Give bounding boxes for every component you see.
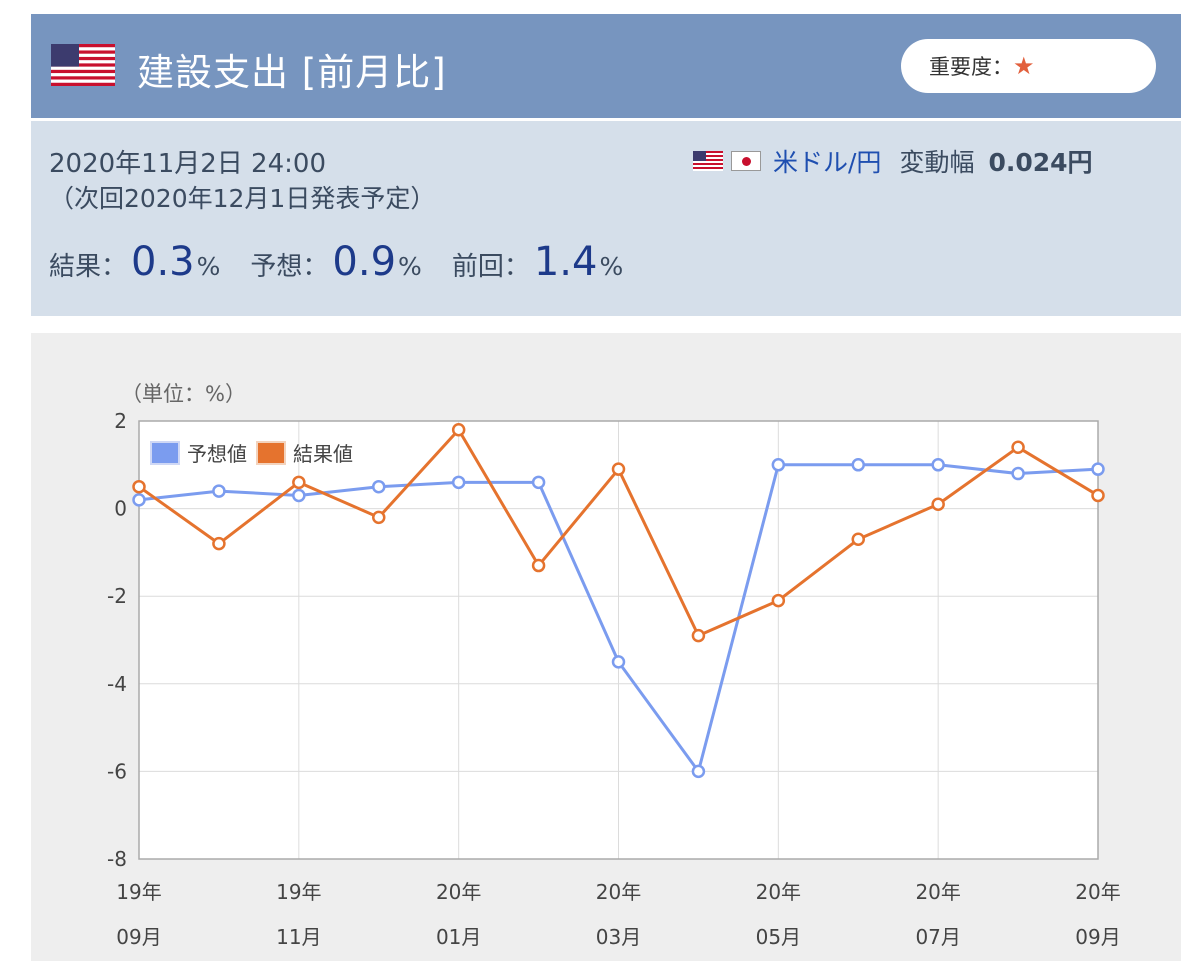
y-tick-label: -8 <box>107 847 127 871</box>
currency-pair-link[interactable]: 米ドル/円 <box>773 148 882 177</box>
us-flag-icon <box>693 151 723 171</box>
currency-pair-info: 米ドル/円 変動幅 0.024円 <box>693 143 1093 179</box>
data-point-result <box>771 593 786 608</box>
data-point-forecast <box>1091 462 1105 476</box>
star-icon: ★ <box>1013 52 1035 80</box>
data-point-forecast <box>451 475 466 490</box>
data-point-forecast <box>132 493 146 507</box>
x-tick-label-month: 03月 <box>596 925 641 949</box>
y-tick-label: -2 <box>107 584 127 608</box>
data-point-forecast <box>531 475 546 490</box>
indicator-info: 2020年11月2日 24:00 （次回2020年12月1日発表予定） 米ドル/… <box>31 121 1181 316</box>
us-flag-icon <box>51 44 115 86</box>
x-tick-label-year: 19年 <box>276 880 321 904</box>
data-point-result <box>531 558 546 573</box>
previous-label: 前回： <box>451 252 530 282</box>
data-point-result <box>1091 488 1105 503</box>
release-datetime: 2020年11月2日 24:00 <box>49 149 326 179</box>
x-tick-label-year: 20年 <box>1075 880 1120 904</box>
x-tick-label-month: 05月 <box>756 925 801 949</box>
x-tick-label-month: 07月 <box>915 925 960 949</box>
data-point-forecast <box>292 488 306 503</box>
data-point-forecast <box>691 764 706 779</box>
data-point-forecast <box>931 458 945 472</box>
data-point-forecast <box>771 458 786 472</box>
previous-unit: % <box>599 252 624 281</box>
results-row: 結果： 0.3 % 予想： 0.9 % 前回： 1.4 % <box>49 239 653 285</box>
data-point-result <box>931 497 945 511</box>
chart-area: 2 0 -2 -4 -6 -8 19年 09月 19年 11月 20年 01月 20年 03月 20年 05月… <box>31 333 1181 961</box>
forecast-value: 0.9 <box>332 239 397 285</box>
y-tick-label: 0 <box>114 497 127 521</box>
data-point-forecast <box>372 479 386 494</box>
data-point-result <box>451 423 466 437</box>
legend-label-result: 結果値 <box>293 442 353 466</box>
range-label: 変動幅 <box>899 148 975 177</box>
range-value: 0.024円 <box>988 148 1093 177</box>
legend-swatch-result <box>256 441 286 465</box>
forecast-label: 予想： <box>250 252 329 282</box>
x-tick-label-year: 20年 <box>756 880 801 904</box>
result-value: 0.3 <box>131 239 195 285</box>
jp-flag-icon <box>731 151 761 171</box>
x-tick-label-year: 19年 <box>116 880 161 904</box>
data-point-result <box>132 479 146 494</box>
indicator-header: 建設支出 [前月比] 重要度：★ <box>31 14 1181 118</box>
data-point-result <box>372 510 386 525</box>
x-tick-label-year: 20年 <box>915 880 960 904</box>
importance-label: 重要度： <box>929 55 1013 79</box>
plot-frame <box>138 420 1099 860</box>
data-point-result <box>292 475 306 490</box>
unit-label: （単位：%） <box>121 382 246 406</box>
result-label: 結果： <box>49 252 128 282</box>
next-release: （次回2020年12月1日発表予定） <box>49 184 436 213</box>
x-tick-label-month: 09月 <box>116 925 161 949</box>
y-tick-label: 2 <box>114 409 127 433</box>
y-tick-label: -4 <box>107 672 127 696</box>
legend-swatch-forecast <box>150 441 180 465</box>
data-point-forecast <box>212 484 226 498</box>
x-tick-label-month: 11月 <box>276 925 321 949</box>
data-point-result <box>851 532 865 547</box>
data-point-result <box>212 536 226 551</box>
data-point-result <box>1011 440 1025 455</box>
data-point-result <box>611 462 626 476</box>
x-tick-label-month: 01月 <box>436 925 481 949</box>
previous-value: 1.4 <box>533 239 598 285</box>
data-point-forecast <box>611 655 626 669</box>
page-title: 建設支出 [前月比] <box>137 51 447 94</box>
line-chart: 2 0 -2 -4 -6 -8 19年 09月 19年 11月 20年 01月 20年 03月 20年 05月… <box>107 382 1121 949</box>
importance-badge: 重要度：★ <box>901 39 1156 93</box>
legend-label-forecast: 予想値 <box>187 442 247 466</box>
x-tick-label-year: 20年 <box>436 880 481 904</box>
data-point-forecast <box>851 458 865 472</box>
x-tick-label-month: 09月 <box>1075 925 1120 949</box>
data-point-forecast <box>1011 466 1025 481</box>
data-point-result <box>691 628 706 643</box>
y-tick-label: -6 <box>107 759 127 783</box>
forecast-unit: % <box>398 252 422 281</box>
x-tick-label-year: 20年 <box>596 880 641 904</box>
result-unit: % <box>196 252 221 281</box>
